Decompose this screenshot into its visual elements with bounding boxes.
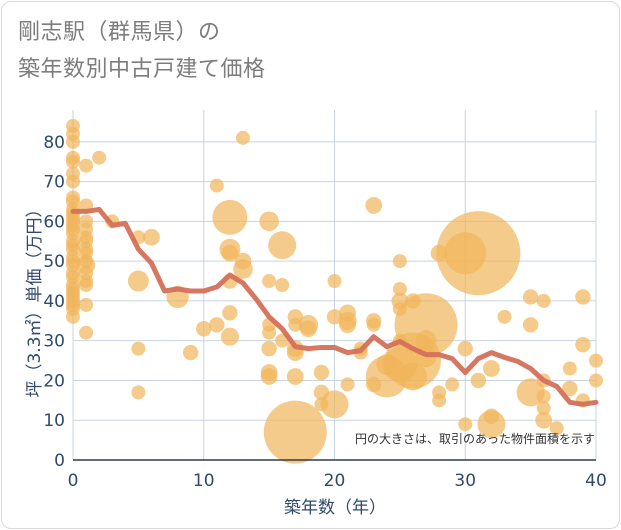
bubble-point bbox=[313, 364, 330, 381]
bubble-point bbox=[365, 197, 383, 214]
bubble-point bbox=[457, 340, 473, 357]
bubble-point bbox=[549, 421, 564, 436]
bubble-point bbox=[233, 259, 253, 279]
axes: 0 10 20 30 40 0 10 20 30 40 50 60 70 80 bbox=[43, 133, 606, 491]
bubble-point bbox=[143, 228, 160, 246]
bubble-point bbox=[470, 372, 487, 389]
bubble-point bbox=[366, 317, 381, 332]
bubble-point bbox=[79, 278, 94, 292]
bubble-point bbox=[392, 254, 407, 269]
bubble-point bbox=[326, 309, 343, 325]
y-tick-label: 0 bbox=[54, 451, 65, 471]
bubble-point bbox=[131, 385, 146, 400]
x-axis-title: 築年数（年） bbox=[284, 498, 386, 518]
bubble-point bbox=[536, 293, 551, 308]
bubble-point bbox=[299, 320, 317, 338]
bubble-point bbox=[483, 360, 500, 377]
bubble-point bbox=[392, 281, 407, 296]
bubble-point bbox=[522, 317, 539, 333]
y-tick-label: 60 bbox=[43, 212, 65, 232]
bubble-point bbox=[196, 321, 212, 337]
bubble-point bbox=[445, 377, 460, 392]
bubble-point bbox=[79, 297, 94, 312]
bubble-point bbox=[127, 270, 149, 292]
bubble-point bbox=[589, 373, 603, 388]
bubble-point bbox=[222, 305, 238, 321]
bubble-point bbox=[92, 150, 107, 165]
bubble-point bbox=[398, 362, 427, 391]
bubble-point bbox=[79, 158, 94, 173]
bubble-point bbox=[589, 353, 603, 368]
chart-title: 剛志駅（群馬県）の 築年数別中古戸建て価格 bbox=[18, 14, 266, 88]
x-tick-label: 0 bbox=[68, 471, 79, 491]
bubble-point bbox=[327, 274, 342, 289]
bubble-point bbox=[535, 411, 553, 429]
bubble-point bbox=[220, 327, 239, 346]
bubble-point bbox=[575, 336, 591, 353]
bubble-point bbox=[575, 289, 591, 305]
bubble-point bbox=[432, 393, 447, 408]
bubble-point bbox=[275, 278, 290, 292]
y-tick-label: 10 bbox=[43, 411, 65, 431]
y-tick-label: 50 bbox=[43, 252, 65, 272]
average-price-line bbox=[70, 206, 599, 407]
bubble-point bbox=[436, 211, 521, 296]
x-tick-label: 10 bbox=[193, 471, 215, 491]
bubble-point bbox=[562, 380, 578, 397]
bubble-point bbox=[182, 344, 199, 361]
y-tick-label: 30 bbox=[43, 332, 65, 352]
y-tick-label: 70 bbox=[43, 173, 65, 193]
bubble-point bbox=[66, 134, 80, 149]
bubble-point bbox=[339, 316, 356, 334]
bubble-point bbox=[259, 211, 279, 232]
bubble-point bbox=[66, 154, 80, 169]
bubble-point bbox=[235, 130, 250, 145]
bubble-point bbox=[340, 377, 355, 392]
bubble-point bbox=[260, 368, 278, 385]
bubble-point bbox=[497, 309, 512, 324]
bubble-point bbox=[261, 340, 277, 357]
y-tick-label: 20 bbox=[43, 371, 65, 391]
bubble-point bbox=[262, 325, 277, 340]
bubble-point bbox=[286, 368, 304, 385]
y-tick-label: 80 bbox=[43, 133, 65, 153]
bubble-point bbox=[268, 231, 297, 260]
bubble-point bbox=[320, 390, 349, 419]
bubble-series bbox=[66, 118, 603, 464]
bubble-point bbox=[522, 289, 539, 305]
bubble-point bbox=[66, 174, 80, 189]
trend-line-series bbox=[70, 206, 599, 407]
bubble-point bbox=[477, 410, 506, 439]
bubble-point bbox=[262, 274, 277, 289]
bubble-point bbox=[131, 341, 146, 356]
bubble-point bbox=[458, 417, 473, 432]
title-line-2: 築年数別中古戸建て価格 bbox=[18, 57, 266, 82]
bubble-point bbox=[288, 317, 303, 332]
bubble-point bbox=[536, 389, 551, 404]
bubble-point bbox=[263, 400, 327, 464]
bubble-point bbox=[415, 330, 437, 352]
x-tick-label: 20 bbox=[324, 471, 346, 491]
bubble-point bbox=[209, 178, 224, 193]
bubble-point bbox=[562, 361, 577, 376]
bubble-point bbox=[209, 317, 225, 333]
bubble-point bbox=[66, 309, 80, 324]
y-axis-title: 坪（3.3㎡）単価（万円） bbox=[25, 200, 45, 397]
x-tick-label: 40 bbox=[585, 471, 607, 491]
bubble-point bbox=[394, 293, 458, 357]
bubble-point bbox=[79, 325, 94, 340]
bubble-point bbox=[536, 401, 551, 416]
y-tick-label: 40 bbox=[43, 292, 65, 312]
bubble-size-note: 円の大きさは、取引のあった物件面積を示す bbox=[355, 431, 595, 446]
bubble-point bbox=[212, 199, 248, 235]
title-line-1: 剛志駅（群馬県）の bbox=[18, 20, 221, 45]
x-tick-label: 30 bbox=[454, 471, 476, 491]
bubble-point bbox=[221, 244, 239, 262]
